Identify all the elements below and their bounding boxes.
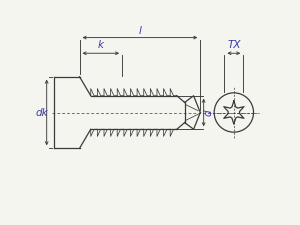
Text: d: d bbox=[204, 109, 214, 116]
Text: dk: dk bbox=[36, 108, 49, 117]
Text: k: k bbox=[98, 40, 104, 50]
Text: l: l bbox=[139, 26, 141, 36]
Text: TX: TX bbox=[227, 40, 241, 50]
